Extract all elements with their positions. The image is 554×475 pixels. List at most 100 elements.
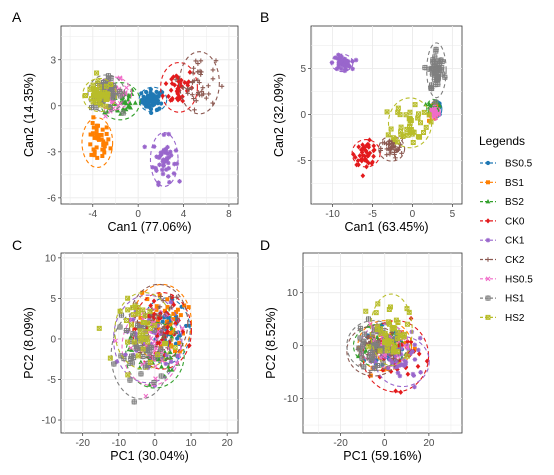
x-tick-label: 5 [450, 209, 456, 220]
point-hs2 [131, 339, 137, 345]
point-hs2 [135, 311, 141, 317]
point-ck1 [338, 66, 344, 72]
point-ck1 [155, 323, 161, 328]
ellipse-hs1 [346, 320, 402, 372]
point-bs1 [165, 319, 170, 324]
y-tick-label: -5 [297, 156, 306, 167]
point-bs2 [115, 108, 121, 113]
point-ck1 [410, 371, 416, 377]
point-hs2 [394, 139, 400, 145]
point-ck1 [160, 356, 166, 362]
point-ck2 [206, 83, 211, 89]
point-bs1 [171, 311, 176, 316]
point-ck0 [169, 76, 174, 82]
point-ck1 [168, 153, 174, 158]
point-ck2 [197, 80, 202, 85]
ellipse-hs0-5 [94, 76, 133, 111]
point-hs1 [434, 74, 441, 80]
point-ck0 [173, 320, 178, 326]
point-bs0-5 [158, 101, 164, 106]
point-ck1 [167, 179, 172, 185]
point-ck1 [412, 357, 418, 362]
x-axis-title: Can1 (77.06%) [107, 220, 191, 234]
point-bs2 [126, 346, 132, 352]
point-ck0 [177, 94, 182, 100]
point-bs0-5 [148, 92, 154, 97]
point-hs1 [435, 81, 441, 88]
point-ck0 [177, 79, 182, 86]
point-hs1 [158, 373, 165, 379]
point-ck1 [165, 151, 171, 157]
point-bs1 [94, 123, 99, 128]
point-hs0-5 [402, 343, 408, 348]
point-bs1 [100, 127, 105, 132]
legend-label: HS0.5 [505, 274, 533, 285]
point-ck2 [204, 95, 209, 101]
point-ck2 [195, 69, 201, 75]
x-axis-title: Can1 (63.45%) [344, 220, 428, 234]
point-ck2 [210, 76, 216, 82]
legend-item-ck0: CK0 [480, 216, 525, 227]
point-ck1 [160, 171, 166, 177]
point-ck2 [154, 312, 160, 318]
ellipse-hs0-5 [121, 308, 182, 386]
point-hs2 [138, 338, 144, 344]
point-hs0-5 [153, 346, 159, 351]
point-bs1 [94, 131, 99, 136]
y-tick-label: 0 [292, 341, 298, 352]
point-hs2 [142, 313, 148, 319]
point-ck2 [393, 155, 398, 161]
point-ck1 [398, 351, 404, 357]
point-bs1 [102, 144, 107, 149]
point-ck1 [146, 317, 152, 323]
panel-label-d: D [260, 237, 270, 253]
point-ck1 [153, 165, 159, 171]
legend-item-hs0-5: HS0.5 [480, 274, 533, 285]
point-bs0-5 [153, 98, 158, 104]
point-ck2 [399, 151, 404, 156]
point-ck1 [151, 144, 157, 149]
point-ck0 [415, 363, 421, 370]
point-ck1 [399, 362, 404, 367]
point-ck1 [162, 159, 168, 164]
point-ck1 [158, 150, 164, 155]
point-hs0-5 [431, 114, 437, 120]
point-bs1 [91, 125, 96, 130]
point-ck2 [185, 91, 191, 96]
point-hs2 [407, 115, 413, 121]
point-ck1 [154, 154, 159, 160]
y-axis-title: PC2 (8.09%) [22, 307, 36, 379]
point-bs2 [120, 105, 126, 111]
point-ck1 [175, 353, 180, 359]
point-ck1 [163, 167, 169, 172]
legend-label: CK2 [505, 255, 525, 266]
point-ck1 [329, 60, 335, 65]
point-ck1 [396, 363, 402, 368]
ellipse-ck1 [149, 132, 179, 187]
point-ck2 [157, 304, 163, 310]
y-tick-label: 3 [50, 55, 56, 66]
point-bs1 [486, 180, 490, 185]
point-bs0-5 [142, 101, 147, 106]
point-ck2 [190, 92, 195, 98]
x-tick-label: -20 [333, 438, 348, 449]
point-ck0 [187, 69, 193, 75]
point-bs2 [132, 100, 138, 105]
point-hs0-5 [153, 363, 158, 369]
point-hs2 [96, 89, 102, 95]
point-hs2 [137, 333, 143, 339]
point-hs2 [378, 326, 384, 332]
point-bs0-5 [141, 98, 146, 103]
point-bs2 [426, 101, 432, 106]
point-bs1 [157, 293, 162, 298]
ellipse-ck1 [330, 53, 354, 73]
point-ck2 [392, 147, 398, 153]
point-hs1 [123, 327, 130, 334]
point-hs2 [161, 340, 167, 346]
point-ck0 [366, 142, 371, 148]
y-tick-label: -10 [42, 416, 57, 427]
ellipse-bs2 [99, 81, 141, 121]
point-hs2 [147, 360, 153, 366]
